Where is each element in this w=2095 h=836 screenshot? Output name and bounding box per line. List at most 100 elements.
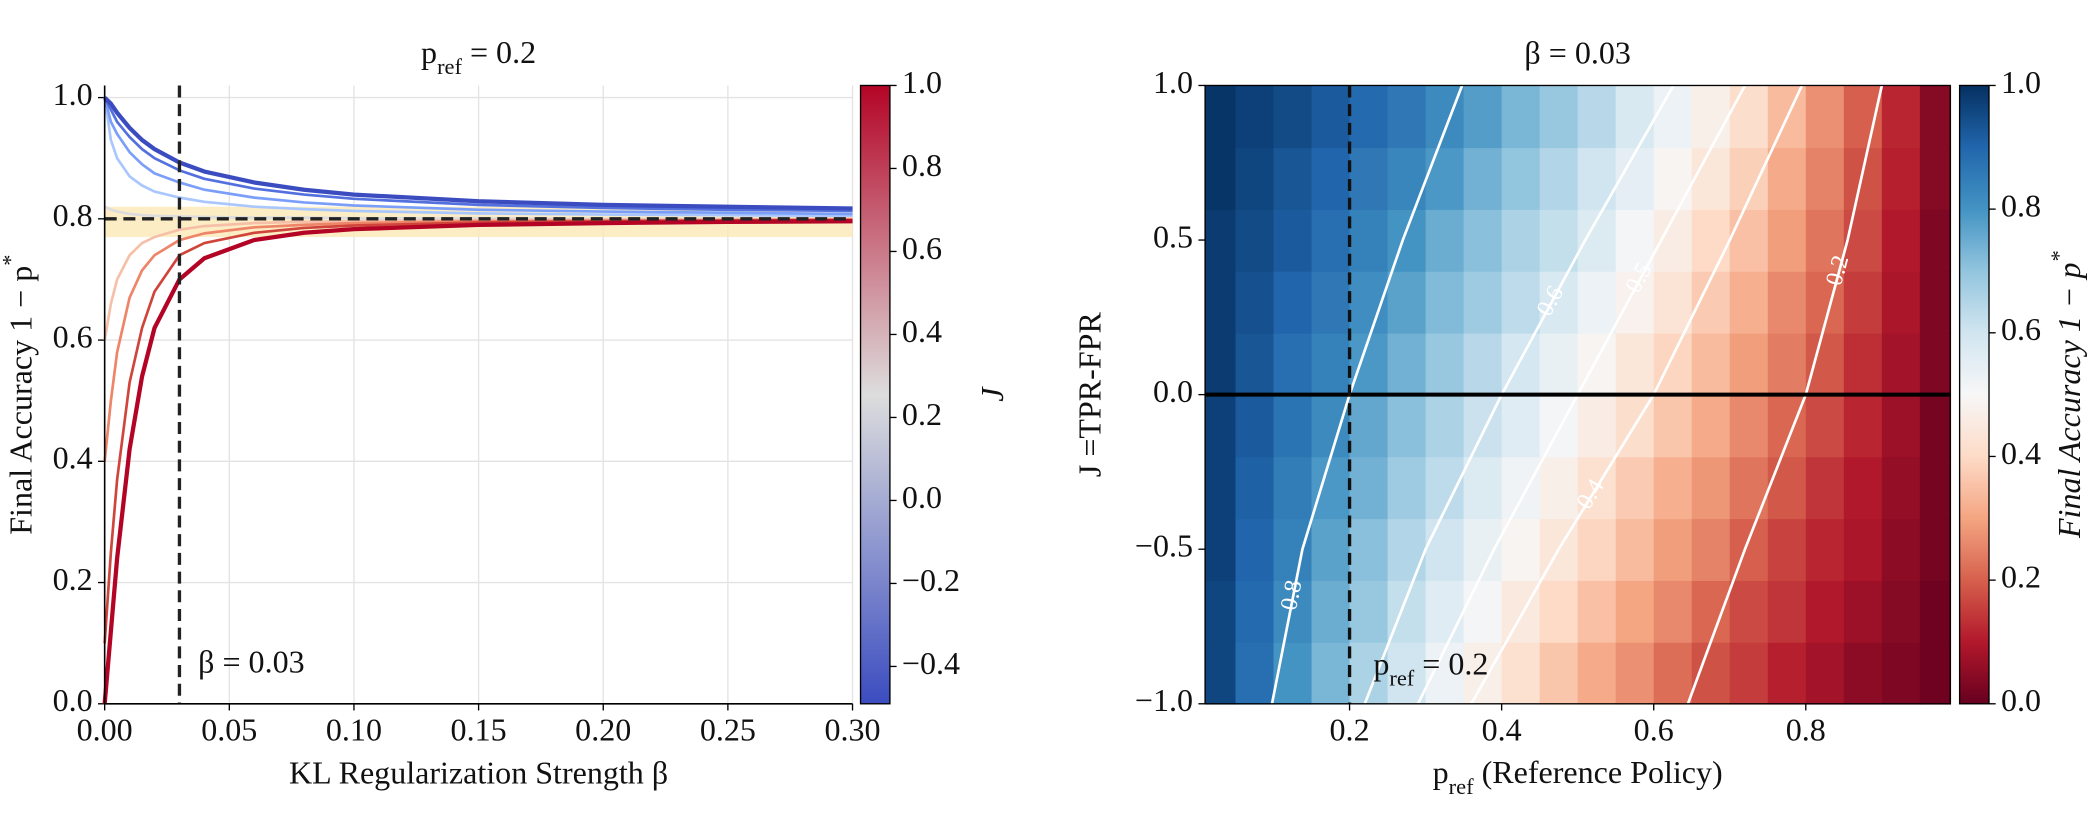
heatmap-cell xyxy=(1205,518,1237,581)
heatmap-cell xyxy=(1881,394,1921,458)
heatmap-cell xyxy=(1387,209,1427,272)
heatmap-cell xyxy=(1653,270,1693,334)
heatmap-cell xyxy=(1843,332,1883,396)
heatmap-cell xyxy=(1881,209,1921,272)
heatmap-cell xyxy=(1843,394,1883,458)
heatmap-cell xyxy=(1539,85,1579,149)
heatmap-cell xyxy=(1311,641,1351,705)
heatmap-cell xyxy=(1767,147,1807,210)
heatmap-cell xyxy=(1463,641,1503,705)
heatmap-cell xyxy=(1577,85,1617,149)
heatmap-cell xyxy=(1273,85,1313,149)
heatmap-cell xyxy=(1463,209,1503,272)
heatmap-cell xyxy=(1805,518,1845,581)
heatmap-cell xyxy=(1577,580,1617,643)
heatmap-cell xyxy=(1615,209,1655,272)
heatmap-cell xyxy=(1805,85,1845,149)
heatmap-cell xyxy=(1425,270,1465,334)
heatmap-cell xyxy=(1615,518,1655,581)
data-line xyxy=(103,97,853,216)
heatmap-cell xyxy=(1425,332,1465,396)
heatmap-cell xyxy=(1919,85,1952,149)
text-part: Final Accuracy 1 − p xyxy=(3,266,39,535)
heatmap-cell xyxy=(1653,332,1693,396)
x-tick-label: 0.20 xyxy=(575,712,631,748)
heatmap-cell xyxy=(1387,518,1427,581)
heatmap-cell xyxy=(1919,456,1952,520)
heatmap-cell xyxy=(1577,394,1617,458)
heatmap-cell xyxy=(1577,270,1617,334)
heatmap-cell xyxy=(1843,456,1883,520)
colorbar xyxy=(859,84,891,705)
heatmap-cell xyxy=(1235,518,1275,581)
heatmap-cell xyxy=(1501,209,1541,272)
colorbar-tick-label: 1.0 xyxy=(902,64,942,100)
heatmap-cell xyxy=(1691,518,1731,581)
heatmap-cell xyxy=(1653,518,1693,581)
y-tick-label: 0.8 xyxy=(53,197,93,233)
colorbar-tick-label: 0.4 xyxy=(902,313,942,349)
text-part: p xyxy=(1373,646,1389,682)
heatmap-cell xyxy=(1767,394,1807,458)
heatmap-cell xyxy=(1767,580,1807,643)
heatmap-cell xyxy=(1425,394,1465,458)
heatmap-cell xyxy=(1881,518,1921,581)
heatmap-cell xyxy=(1501,518,1541,581)
heatmap-cell xyxy=(1311,332,1351,396)
heatmap-cell xyxy=(1729,270,1769,334)
heatmap-cell xyxy=(1349,394,1389,458)
heatmap-cell xyxy=(1805,394,1845,458)
heatmap-cell xyxy=(1843,270,1883,334)
heatmap-cell xyxy=(1919,580,1952,643)
heatmap-cell xyxy=(1615,270,1655,334)
heatmap-cell xyxy=(1387,270,1427,334)
heatmap-cell xyxy=(1805,641,1845,705)
x-axis-label: KL Regularization Strength β xyxy=(289,754,668,790)
heatmap-cell xyxy=(1881,270,1921,334)
heatmap-cell xyxy=(1729,641,1769,705)
heatmap-cell xyxy=(1843,209,1883,272)
heatmap-cell xyxy=(1235,85,1275,149)
heatmap-cell xyxy=(1205,270,1237,334)
heatmap-cell xyxy=(1205,147,1237,210)
heatmap-cell xyxy=(1273,270,1313,334)
heatmap-cell xyxy=(1235,270,1275,334)
x-tick-label: 0.25 xyxy=(700,712,756,748)
colorbar xyxy=(1958,84,1990,705)
heatmap-cell xyxy=(1615,332,1655,396)
heatmap-cell xyxy=(1311,456,1351,520)
heatmap-cell xyxy=(1463,332,1503,396)
text-part: ref xyxy=(1449,774,1474,799)
heatmap-cell xyxy=(1691,332,1731,396)
x-tick-label: 0.30 xyxy=(824,712,880,748)
heatmap-cell xyxy=(1205,580,1237,643)
heatmap-cell xyxy=(1235,209,1275,272)
heatmap-cell xyxy=(1235,456,1275,520)
heatmap-cell xyxy=(1843,85,1883,149)
heatmap-cell xyxy=(1653,641,1693,705)
colorbar-tick-label: 0.2 xyxy=(2001,558,2041,594)
heatmap-cell xyxy=(1691,641,1731,705)
heatmap-cell xyxy=(1843,641,1883,705)
heatmap-cell xyxy=(1501,270,1541,334)
heatmap-cell xyxy=(1919,147,1952,210)
colorbar-label: Final Accuracy 1 − p* xyxy=(2046,250,2088,539)
heatmap-cell xyxy=(1273,456,1313,520)
y-tick-label: 0.0 xyxy=(53,682,93,718)
heatmap-cell xyxy=(1653,456,1693,520)
heatmap-cell xyxy=(1349,518,1389,581)
heatmap-cell xyxy=(1205,456,1237,520)
colorbar-tick-label: 0.2 xyxy=(902,396,942,432)
heatmap-cell xyxy=(1205,332,1237,396)
y-axis-label: Final Accuracy 1 − p* xyxy=(0,254,39,534)
y-tick-label: −1.0 xyxy=(1135,682,1193,718)
colorbar-tick-label: −0.2 xyxy=(902,562,960,598)
heatmap-cell xyxy=(1805,332,1845,396)
heatmap-cell xyxy=(1205,641,1237,705)
heatmap-cell xyxy=(1805,209,1845,272)
y-tick-label: 0.2 xyxy=(53,561,93,597)
heatmap-cell xyxy=(1463,270,1503,334)
heatmap-cell xyxy=(1881,332,1921,396)
heatmap-cell xyxy=(1425,147,1465,210)
heatmap-cell xyxy=(1691,580,1731,643)
